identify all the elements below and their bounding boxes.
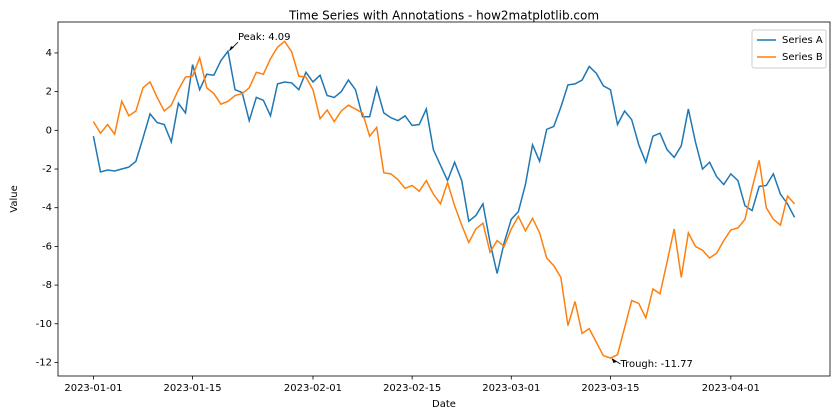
- annotation-text: Peak: 4.09: [238, 32, 291, 43]
- x-tick-label: 2023-01-01: [64, 383, 122, 394]
- series-line: [92, 40, 796, 359]
- y-tick-label: -6: [42, 241, 52, 252]
- plot-frame: [57, 21, 831, 377]
- y-tick-label: 0: [46, 125, 52, 136]
- legend-label: Series B: [782, 52, 823, 63]
- annotation-arrowhead: [228, 46, 234, 52]
- legend: Series A Series B: [751, 29, 827, 69]
- x-tick-label: 2023-03-01: [482, 383, 540, 394]
- x-tick-label: 2023-01-15: [164, 383, 222, 394]
- y-tick-label: 4: [46, 48, 52, 59]
- x-tick-label: 2023-04-01: [702, 383, 760, 394]
- annotation-text: Trough: -11.77: [619, 359, 692, 370]
- chart-title: Time Series with Annotations - how2matpl…: [288, 9, 599, 23]
- y-tick-label: -2: [42, 164, 52, 175]
- annotation-arrowhead: [611, 358, 617, 364]
- x-tick-label: 2023-03-15: [581, 383, 639, 394]
- y-axis-label: Value: [9, 185, 20, 212]
- x-tick-label: 2023-02-15: [383, 383, 441, 394]
- y-tick-label: -12: [36, 357, 52, 368]
- y-tick-label: -10: [36, 319, 52, 330]
- y-tick-label: 2: [46, 87, 52, 98]
- x-tick-label: 2023-02-01: [284, 383, 342, 394]
- legend-label: Series A: [782, 35, 823, 46]
- series-line: [92, 49, 796, 274]
- x-axis-label: Date: [432, 399, 456, 410]
- y-tick-label: -8: [42, 280, 52, 291]
- y-tick-label: -4: [42, 203, 52, 214]
- annotation-arrow: [612, 358, 621, 365]
